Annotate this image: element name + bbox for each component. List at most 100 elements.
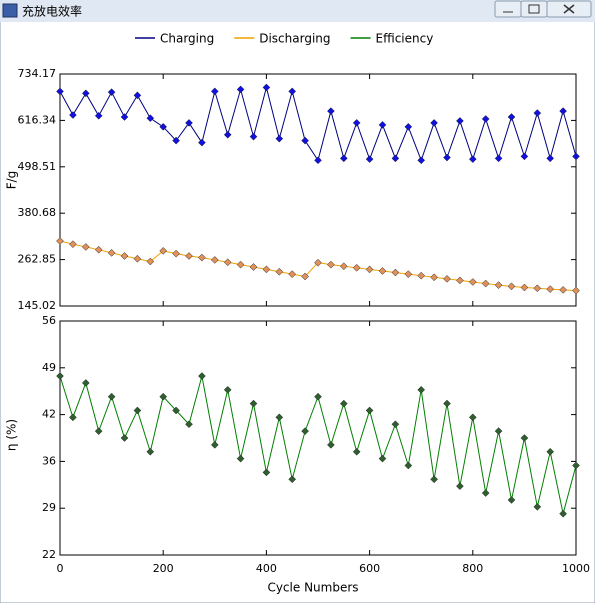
data-point xyxy=(481,489,490,497)
data-point xyxy=(275,267,284,276)
data-point xyxy=(456,482,464,491)
data-point xyxy=(107,392,116,401)
data-point xyxy=(172,249,180,258)
data-point xyxy=(210,87,219,96)
y-tick-label: 22 xyxy=(42,548,56,561)
plot-area xyxy=(59,320,577,556)
x-tick-label: 200 xyxy=(153,562,174,575)
data-point xyxy=(69,111,77,119)
data-point xyxy=(275,413,284,422)
data-point xyxy=(56,372,64,380)
data-point xyxy=(339,262,348,271)
data-point xyxy=(520,434,529,442)
data-point xyxy=(365,265,374,274)
data-point xyxy=(81,379,90,387)
data-point xyxy=(546,285,555,293)
data-point xyxy=(94,111,103,120)
data-point xyxy=(572,152,580,161)
data-point xyxy=(133,254,142,263)
data-point xyxy=(249,132,258,141)
data-point xyxy=(301,427,309,435)
data-point xyxy=(288,270,297,278)
plot-area xyxy=(59,73,577,307)
data-point xyxy=(288,87,297,96)
y-tick-label: 380.68 xyxy=(18,206,57,219)
data-point xyxy=(456,117,464,125)
data-point xyxy=(533,284,542,293)
y-axis-label: η (%) xyxy=(5,419,19,451)
data-point xyxy=(69,240,77,249)
data-point xyxy=(559,107,567,115)
data-point xyxy=(559,286,567,294)
data-point xyxy=(223,130,232,139)
data-point xyxy=(533,109,542,117)
x-axis-label: Cycle Numbers xyxy=(267,581,358,595)
data-point xyxy=(314,392,322,401)
data-point xyxy=(352,119,361,127)
data-point xyxy=(159,122,168,131)
maximize-icon xyxy=(528,4,540,14)
data-point xyxy=(107,88,116,97)
data-point xyxy=(443,274,451,283)
data-point xyxy=(468,278,477,286)
data-point xyxy=(559,509,567,518)
data-point xyxy=(159,247,168,255)
data-point xyxy=(314,258,322,267)
data-point xyxy=(572,286,580,295)
y-tick-label: 616.34 xyxy=(18,113,57,126)
data-point xyxy=(546,154,555,163)
data-point xyxy=(430,475,438,484)
maximize-button[interactable] xyxy=(520,0,548,18)
data-point xyxy=(185,119,193,127)
data-point xyxy=(198,253,206,262)
window-title: 充放电效率 xyxy=(22,4,82,19)
data-point xyxy=(327,441,335,449)
minimize-button[interactable] xyxy=(494,0,522,18)
data-point xyxy=(456,276,464,285)
data-point xyxy=(404,270,413,278)
y-tick-label: 56 xyxy=(42,314,56,327)
data-point xyxy=(275,134,284,143)
y-tick-label: 36 xyxy=(42,454,56,467)
data-point xyxy=(288,475,297,484)
data-point xyxy=(468,155,477,163)
data-point xyxy=(210,441,219,449)
data-point xyxy=(339,399,348,408)
y-tick-label: 734.17 xyxy=(18,67,57,80)
data-point xyxy=(236,85,245,94)
data-point xyxy=(159,392,168,401)
y-tick-label: 29 xyxy=(42,501,56,514)
data-point xyxy=(494,281,503,289)
app-icon xyxy=(2,3,18,18)
y-tick-label: 145.02 xyxy=(18,299,57,312)
data-point xyxy=(481,279,490,288)
data-point xyxy=(365,155,374,163)
data-point xyxy=(120,252,129,260)
data-point xyxy=(417,271,426,280)
data-point xyxy=(520,152,529,161)
data-point xyxy=(198,372,206,380)
x-tick-label: 1000 xyxy=(562,562,590,575)
data-point xyxy=(533,502,542,511)
data-point xyxy=(378,454,387,463)
y-tick-label: 42 xyxy=(42,408,56,421)
x-tick-label: 800 xyxy=(462,562,483,575)
legend-label: Discharging xyxy=(259,32,330,46)
data-point xyxy=(185,252,193,260)
data-point xyxy=(507,282,516,291)
data-point xyxy=(507,113,516,121)
data-point xyxy=(301,136,309,145)
data-point xyxy=(404,461,413,470)
data-point xyxy=(391,268,400,277)
data-point xyxy=(94,245,103,254)
data-point xyxy=(327,260,335,269)
data-point xyxy=(185,420,193,429)
data-point xyxy=(481,115,490,123)
data-point xyxy=(417,385,426,394)
data-point xyxy=(378,267,387,275)
data-point xyxy=(430,119,438,127)
data-point xyxy=(494,154,503,163)
data-point xyxy=(352,447,361,456)
